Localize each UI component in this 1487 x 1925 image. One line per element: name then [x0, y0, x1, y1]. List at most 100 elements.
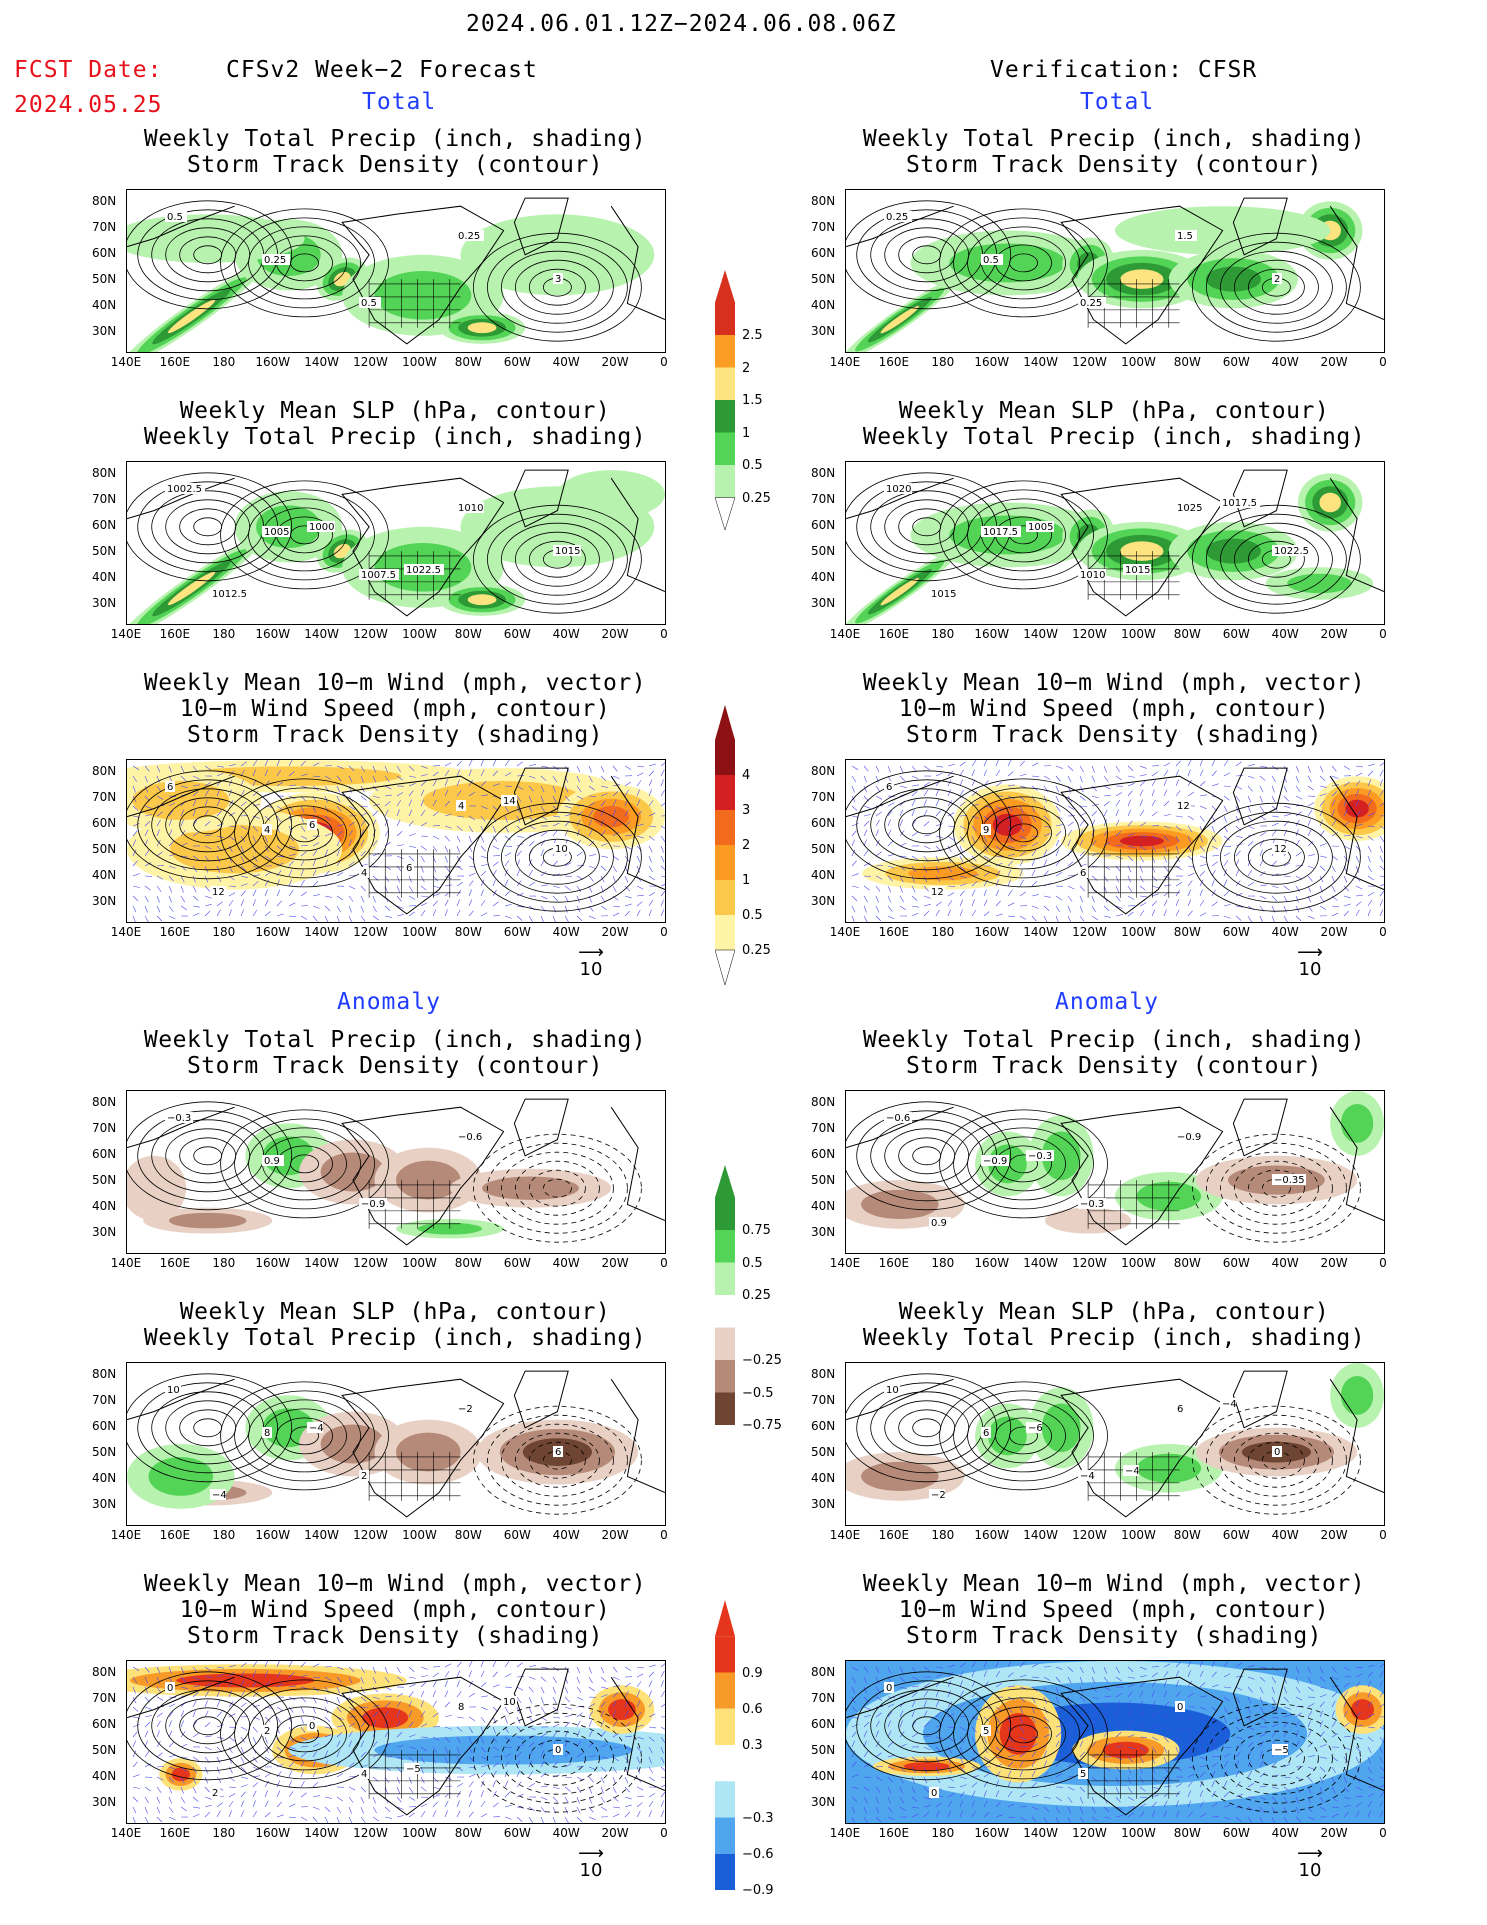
contour-label: 0.5 [983, 255, 999, 266]
shading-patch [460, 214, 655, 296]
contour-label: 5 [983, 1726, 989, 1737]
contour-lines [846, 1101, 1361, 1243]
contour-label: −4 [212, 1490, 227, 1501]
lon-label: 80W [454, 1528, 482, 1542]
lon-label: 160W [255, 925, 291, 939]
lat-label: 40N [811, 867, 836, 882]
lon-label: 60W [1222, 627, 1250, 641]
lon-label: 60W [1222, 1256, 1250, 1270]
lat-label: 60N [92, 245, 117, 260]
shading-patch [992, 813, 1023, 836]
lon-label: 60W [503, 355, 531, 369]
lat-label: 60N [92, 1418, 117, 1433]
lat-label: 70N [811, 1690, 836, 1705]
lon-label: 100W [1121, 355, 1156, 369]
panel-title-line: Weekly Mean SLP (hPa, contour) [898, 1299, 1330, 1325]
contour-label: −0.6 [886, 1113, 910, 1124]
contour-lines [127, 1101, 642, 1243]
contour-label: −0.6 [458, 1132, 482, 1143]
contour-label: −4 [1125, 1466, 1140, 1477]
lat-label: 80N [92, 465, 117, 480]
lat-label: 30N [92, 1224, 117, 1239]
shading-patch [1120, 541, 1164, 561]
lon-label: 140W [304, 355, 340, 369]
lon-label: 0 [1379, 627, 1387, 641]
colorbar-label: 0.5 [742, 1255, 763, 1271]
lon-label: 140E [829, 355, 861, 369]
contour-label: 6 [309, 820, 315, 831]
coastline [846, 1668, 1384, 1816]
shading-patch [1102, 1741, 1149, 1759]
lat-label: 80N [92, 193, 117, 208]
shading-patch [168, 1212, 247, 1229]
coastline [127, 197, 665, 345]
lon-label: 20W [601, 1826, 629, 1840]
lat-label: 50N [92, 543, 117, 558]
panel-title-line: Storm Track Density (shading) [905, 1623, 1323, 1649]
lon-label: 140E [110, 925, 142, 939]
contour-label: 1005 [264, 527, 289, 538]
lat-label: 80N [811, 1366, 836, 1381]
shading-patch [148, 1456, 214, 1496]
colorbar-label: 4 [742, 768, 751, 783]
lon-label: 160E [159, 925, 191, 939]
lat-label: 40N [92, 1470, 117, 1485]
verification-map-5: 10 6 −4 6 0 −2 −6 −4 −4 [845, 1362, 1385, 1526]
lon-label: 20W [601, 1256, 629, 1270]
contour-label: 2 [361, 1471, 367, 1482]
lon-label: 100W [402, 925, 437, 939]
shading-patch [482, 1176, 579, 1200]
forecast-column-title: CFSv2 Week−2 Forecast [226, 57, 538, 83]
lon-label: 140W [1023, 355, 1059, 369]
contour-label: 1025 [1177, 503, 1202, 514]
lon-label: 20W [601, 627, 629, 641]
lat-label: 60N [92, 1146, 117, 1161]
lon-label: 20W [1320, 355, 1348, 369]
lon-label: 160W [974, 355, 1010, 369]
contour-lines [846, 1373, 1361, 1515]
lat-label: 60N [811, 1716, 836, 1731]
contour-label: 0 [309, 1721, 315, 1732]
lat-label: 30N [811, 1224, 836, 1239]
contour-label: −0.9 [1177, 1132, 1201, 1143]
lat-label: 70N [92, 219, 117, 234]
forecast-anomaly-label: Anomaly [337, 989, 441, 1015]
contour-label: −0.3 [167, 1113, 191, 1124]
colorbar-label: −0.6 [742, 1846, 774, 1862]
lat-label: 40N [811, 569, 836, 584]
forecast-panel-2-title: Weekly Mean SLP (hPa, contour) Weekly Tot… [115, 398, 675, 450]
verification-vector-reference-3: ⟶ 10 [1290, 944, 1330, 981]
lat-label: 50N [92, 1444, 117, 1459]
lon-label: 0 [1379, 1256, 1387, 1270]
contour-label: 0.25 [1080, 298, 1102, 309]
forecast-panel-4-title: Weekly Total Precip (inch, shading) Storm… [115, 1027, 675, 1079]
lon-label: 140E [110, 355, 142, 369]
panel-title-line: Weekly Mean 10−m Wind (mph, vector) [143, 670, 647, 696]
contour-label: 10 [503, 1697, 516, 1708]
lat-label: 80N [92, 1094, 117, 1109]
shading-patch [949, 243, 1066, 283]
colorbar-label: −0.75 [742, 1418, 782, 1433]
contour-label: 2 [1274, 274, 1280, 285]
lon-label: 180 [212, 925, 236, 939]
lon-label: 140E [829, 925, 861, 939]
lon-label: 20W [1320, 925, 1348, 939]
lon-label: 160E [878, 627, 910, 641]
contour-label: 12 [1274, 844, 1287, 855]
panel-title-line: Storm Track Density (shading) [186, 1623, 604, 1649]
lon-label: 20W [601, 1528, 629, 1542]
lon-label: 80W [1173, 627, 1201, 641]
fcst-date-label: FCST Date: [14, 57, 163, 83]
lat-label: 50N [92, 271, 117, 286]
contour-label: 1012.5 [212, 589, 247, 600]
contour-label: 12 [1177, 801, 1190, 812]
shading-patch [1319, 492, 1341, 513]
forecast-panel-3-title: Weekly Mean 10−m Wind (mph, vector) 10−m … [115, 670, 675, 748]
lon-label: 80W [454, 1826, 482, 1840]
verification-column-title: Verification: CFSR [990, 57, 1258, 83]
lon-label: 60W [1222, 1528, 1250, 1542]
contour-label: 6 [167, 782, 173, 793]
lon-label: 160W [255, 1256, 291, 1270]
panel-title-line: Storm Track Density (contour) [905, 1053, 1323, 1079]
lat-label: 80N [92, 763, 117, 778]
